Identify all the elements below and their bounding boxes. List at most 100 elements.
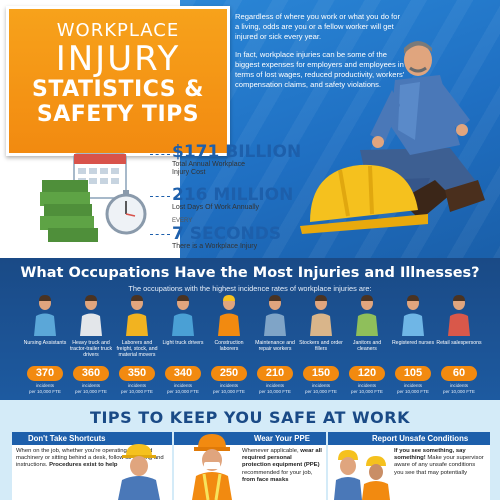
unit-line-1: incidents xyxy=(357,383,377,388)
stat-label: Lost Days Of Work Annually xyxy=(172,204,260,211)
money-calendar-illustration xyxy=(40,153,147,242)
tip-text: recommended for your job, xyxy=(242,469,313,476)
occupation-item: Construction laborers 250 incidents per 10,… xyxy=(206,294,252,400)
unit-line-1: incidents xyxy=(449,383,469,388)
worker-figure xyxy=(126,295,148,336)
occupation-label: Registered nurses xyxy=(391,340,435,346)
construction-figure xyxy=(218,295,240,336)
incidence-unit: incidents per 10,000 FTE xyxy=(344,383,390,394)
truck-driver-figure xyxy=(80,295,102,336)
unit-line-1: incidents xyxy=(403,383,423,388)
stat-value: $171 BILLION xyxy=(172,142,302,162)
stat-prefix: EVERY xyxy=(172,218,193,224)
incidence-unit: incidents per 10,000 FTE xyxy=(298,383,344,394)
incidence-unit: incidents per 10,000 FTE xyxy=(206,383,252,394)
intro-paragraph-2: In fact, workplace injuries can be some … xyxy=(235,49,405,90)
occupation-item: Laborers and freight, stock, and materia… xyxy=(114,294,160,400)
tip-body: When on the job, whether you're operatin… xyxy=(12,445,172,473)
tip-text-bold: If you see something, say something! xyxy=(394,448,466,462)
stat-label: Total Annual Workplace xyxy=(172,161,246,168)
unit-line-2: per 10,000 FTE xyxy=(75,388,107,394)
unit-line-2: per 10,000 FTE xyxy=(213,388,245,394)
stat-lost-days: 216 MILLION Lost Days Of Work Annually xyxy=(172,186,293,212)
incidence-value: 150 xyxy=(303,366,339,381)
incidence-value: 120 xyxy=(349,366,385,381)
occupation-label: Nursing Assistants xyxy=(23,340,67,346)
occupation-label: Maintenance and repair workers xyxy=(255,340,295,352)
hero-intro: Regardless of where you work or what you… xyxy=(235,12,405,90)
ppe-worker-icon xyxy=(192,434,232,500)
occupation-list: Nursing Assistants 370 incidents per 10,000… xyxy=(22,294,482,400)
hero-section: WORKPLACE INJURY STATISTICS & SAFETY TIP… xyxy=(6,0,500,258)
repair-figure xyxy=(264,295,286,336)
title-box: WORKPLACE INJURY STATISTICS & SAFETY TIP… xyxy=(6,6,230,156)
occupations-section: What Occupations Have the Most Injuries … xyxy=(0,258,500,400)
tip-text: When on the job, whether you're operatin… xyxy=(16,448,164,469)
stat-value: 7 SECONDS xyxy=(172,224,282,244)
incidence-value: 360 xyxy=(73,366,109,381)
tip-heading: Report Unsafe Conditions xyxy=(328,432,490,445)
title-line-1: WORKPLACE xyxy=(56,20,180,41)
nurse-figure xyxy=(34,295,56,336)
incidence-unit: incidents per 10,000 FTE xyxy=(68,383,114,394)
unit-line-2: per 10,000 FTE xyxy=(29,388,61,394)
occupation-label: Heavy truck and tractor-trailer truck dr… xyxy=(69,340,113,358)
occupation-item: Nursing Assistants 370 incidents per 10,000… xyxy=(22,294,68,400)
shortcuts-worker-icon xyxy=(118,444,160,500)
incidence-unit: incidents per 10,000 FTE xyxy=(436,383,482,394)
unit-line-2: per 10,000 FTE xyxy=(397,388,429,394)
occupation-item: Maintenance and repair workers 210 inciden… xyxy=(252,294,298,400)
unit-line-1: incidents xyxy=(173,383,193,388)
occupation-item: Janitors and cleaners 120 incidents per 10,… xyxy=(344,294,390,400)
occupation-item: Stockers and order fillers 150 incidents pe… xyxy=(298,294,344,400)
unit-line-1: incidents xyxy=(265,383,285,388)
unit-line-1: incidents xyxy=(35,383,55,388)
stat-frequency: EVERY 7 SECONDS There is a Workplace Inj… xyxy=(172,218,281,251)
occupation-label: Laborers and freight, stock, and materia… xyxy=(116,340,158,358)
incidence-unit: incidents per 10,000 FTE xyxy=(252,383,298,394)
occupation-label: Retail salespersons xyxy=(436,340,482,346)
occupation-item: Light truck drivers 340 incidents per 10,00… xyxy=(160,294,206,400)
unit-line-1: incidents xyxy=(127,383,147,388)
incidence-value: 60 xyxy=(441,366,477,381)
incidence-unit: incidents per 10,000 FTE xyxy=(114,383,160,394)
unit-line-2: per 10,000 FTE xyxy=(305,388,337,394)
unit-line-2: per 10,000 FTE xyxy=(443,388,475,394)
incidence-unit: incidents per 10,000 FTE xyxy=(22,383,68,394)
incidence-value: 210 xyxy=(257,366,293,381)
rn-figure xyxy=(402,295,424,336)
occupation-item: Retail salespersons 60 incidents per 10,000… xyxy=(436,294,482,400)
tip-body: If you see something, say something! Mak… xyxy=(328,445,490,480)
occupation-item: Heavy truck and tractor-trailer truck dr… xyxy=(68,294,114,400)
tip-heading: Don't Take Shortcuts xyxy=(12,432,172,445)
unit-line-1: incidents xyxy=(81,383,101,388)
tips-title: TIPS TO KEEP YOU SAFE AT WORK xyxy=(90,408,410,427)
incidence-unit: incidents per 10,000 FTE xyxy=(390,383,436,394)
tip-card-report: Report Unsafe Conditions If you see some… xyxy=(328,432,490,500)
unit-line-2: per 10,000 FTE xyxy=(259,388,291,394)
tip-card-ppe: Wear Your PPE Whenever applicable, wear … xyxy=(174,432,326,500)
occupation-label: Light truck drivers xyxy=(162,340,204,346)
stat-label: Injury Cost xyxy=(172,169,206,176)
driver-figure xyxy=(172,295,194,336)
injured-worker-illustration xyxy=(300,41,485,234)
incidence-value: 340 xyxy=(165,366,201,381)
incidence-value: 105 xyxy=(395,366,431,381)
unit-line-2: per 10,000 FTE xyxy=(121,388,153,394)
stat-value: 216 MILLION xyxy=(172,185,294,205)
tip-text: Make your supervisor aware of any unsafe… xyxy=(394,455,484,476)
stat-label: There is a Workplace Injury xyxy=(172,243,258,250)
unit-line-2: per 10,000 FTE xyxy=(351,388,383,394)
intro-paragraph-1: Regardless of where you work or what you… xyxy=(235,12,401,42)
occupation-label: Stockers and order fillers xyxy=(299,340,343,352)
occupations-subtitle: The occupations with the highest inciden… xyxy=(128,284,372,293)
tip-text-bold: Procedures exist to help xyxy=(49,462,118,469)
tips-section: TIPS TO KEEP YOU SAFE AT WORK Don't Take… xyxy=(0,400,500,500)
tip-text: Whenever applicable, xyxy=(242,448,301,454)
title-line-3: STATISTICS & xyxy=(32,77,204,102)
incidence-value: 370 xyxy=(27,366,63,381)
tip-text-bold: from face masks xyxy=(242,476,289,483)
unit-line-1: incidents xyxy=(311,383,331,388)
incidence-unit: incidents per 10,000 FTE xyxy=(160,383,206,394)
stocker-figure xyxy=(310,295,332,336)
